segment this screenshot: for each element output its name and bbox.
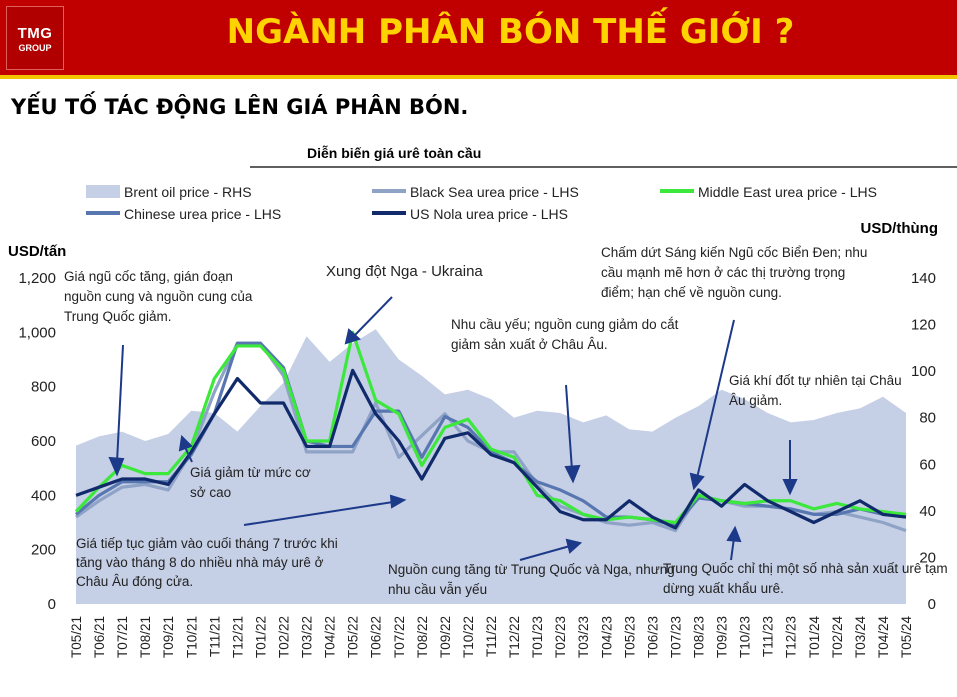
arrow-russia-ukraine: [354, 296, 393, 336]
arrow-continued-decline: [243, 501, 394, 526]
arrow-head: [344, 328, 361, 345]
y-tick-label: 800: [31, 379, 56, 396]
legend-label-black-sea: Black Sea urea price - LHS: [410, 184, 579, 200]
x-tick-label: T01/23: [530, 616, 545, 658]
x-tick-label: T09/21: [161, 616, 176, 658]
arrow-head: [564, 464, 581, 484]
x-tick-label: T03/22: [300, 616, 315, 658]
y2-tick-label: 100: [911, 363, 936, 380]
annotation-weak-demand: Nhu cầu yếu; nguồn cung giảm do cắt giảm …: [451, 317, 679, 352]
chart-title: Diễn biến giá urê toàn cầu: [307, 145, 481, 161]
y2-tick-label: 60: [919, 456, 936, 473]
arrow-head: [389, 494, 407, 509]
annotation-arrows: [108, 296, 798, 561]
arrow-china-export-halt: [730, 537, 735, 561]
x-tick-label: T10/22: [461, 616, 476, 658]
x-tick-label: T07/23: [668, 616, 683, 658]
company-logo: TMG GROUP: [6, 6, 64, 70]
y2-tick-label: 120: [911, 317, 936, 334]
y-tick-label: 200: [31, 542, 56, 559]
legend-label-chinese: Chinese urea price - LHS: [124, 206, 281, 222]
x-tick-label: T10/23: [738, 616, 753, 658]
annotation-high-base: Giá giảm từ mức cơ sở cao: [190, 465, 311, 500]
annotations: Giá ngũ cốc tăng, gián đoạn nguồn cung và…: [64, 245, 948, 597]
annotation-black-sea-end: Chấm dứt Sáng kiến Ngũ cốc Biển Đen; nhu…: [601, 245, 867, 300]
x-tick-label: T03/23: [576, 616, 591, 658]
x-tick-label: T04/24: [876, 616, 891, 659]
x-tick-label: T06/21: [92, 616, 107, 658]
legend-label-brent: Brent oil price - RHS: [124, 184, 252, 200]
annotation-grain-prices: Giá ngũ cốc tăng, gián đoạn nguồn cung và…: [64, 269, 253, 324]
x-tick-label: T02/23: [553, 616, 568, 658]
legend-label-us-nola: US Nola urea price - LHS: [410, 206, 568, 222]
x-tick-label: T12/23: [784, 616, 799, 658]
annotation-russia-ukraine: Xung đột Nga - Ukraina: [326, 263, 483, 280]
x-tick-label: T03/24: [853, 616, 868, 659]
x-tick-label: T05/24: [899, 616, 914, 659]
arrow-black-sea-end: [696, 319, 735, 479]
x-tick-label: T04/23: [599, 616, 614, 658]
arrow-weak-demand: [565, 384, 573, 471]
arrow-head: [178, 434, 193, 452]
x-tick-label: T05/21: [69, 616, 84, 658]
arrow-grain-prices: [116, 344, 124, 463]
right-axis-unit: USD/thùng: [861, 220, 938, 237]
x-tick-label: T06/23: [645, 616, 660, 658]
x-tick-label: T12/21: [230, 616, 245, 658]
x-tick-label: T11/21: [207, 616, 222, 657]
y-tick-label: 1,000: [18, 324, 56, 341]
header-banner: [0, 0, 957, 75]
x-tick-label: T04/22: [323, 616, 338, 658]
logo-text: TMG: [17, 25, 53, 42]
x-tick-label: T12/22: [507, 616, 522, 658]
legend-swatch-brent: [86, 185, 120, 198]
annotation-china-export-halt: Trung Quốc chỉ thị một số nhà sản xuất u…: [663, 561, 948, 596]
page-title: NGÀNH PHÂN BÓN THẾ GIỚI ?: [226, 12, 795, 52]
y2-tick-label: 0: [928, 596, 936, 613]
x-tick-label: T05/23: [622, 616, 637, 658]
arrow-head: [726, 525, 742, 543]
x-tick-label: T01/22: [253, 616, 268, 658]
annotation-supply-increase: Nguồn cung tăng từ Trung Quốc và Nga, nh…: [388, 562, 675, 597]
arrow-head: [782, 479, 798, 496]
x-tick-label: T10/21: [184, 616, 199, 658]
header-divider: [0, 75, 957, 79]
annotation-continued-decline: Giá tiếp tục giảm vào cuối tháng 7 trước…: [76, 536, 338, 589]
x-tick-label: T05/22: [346, 616, 361, 658]
arrow-head: [565, 538, 583, 554]
x-tick-label: T02/22: [277, 616, 292, 658]
y2-tick-label: 20: [919, 549, 936, 566]
y2-tick-label: 40: [919, 503, 936, 520]
x-tick-label: T08/23: [692, 616, 707, 658]
annotation-gas-price: Giá khí đốt tự nhiên tại Châu Âu giảm.: [729, 373, 902, 408]
arrow-head: [689, 472, 705, 491]
left-axis-unit: USD/tấn: [8, 243, 66, 260]
x-tick-label: T11/23: [761, 616, 776, 657]
x-tick-label: T02/24: [830, 616, 845, 659]
y-tick-label: 400: [31, 487, 56, 504]
x-tick-label: T09/23: [715, 616, 730, 658]
x-tick-label: T08/21: [138, 616, 153, 658]
page-subtitle: YẾU TỐ TÁC ĐỘNG LÊN GIÁ PHÂN BÓN.: [11, 95, 469, 119]
arrow-head: [108, 456, 125, 477]
x-tick-label: T11/22: [484, 616, 499, 657]
y2-tick-label: 140: [911, 270, 936, 287]
logo-subtext: GROUP: [18, 43, 52, 53]
y2-tick-label: 80: [919, 410, 936, 427]
y-tick-label: 1,200: [18, 270, 56, 287]
arrow-supply-increase: [519, 545, 571, 561]
x-tick-label: T01/24: [807, 616, 822, 659]
y-tick-label: 0: [48, 596, 56, 613]
x-tick-label: T07/21: [115, 616, 130, 658]
arrow-high-base: [184, 446, 193, 463]
x-tick-label: T07/22: [392, 616, 407, 658]
brent-oil-area: [76, 329, 906, 604]
x-tick-label: T09/22: [438, 616, 453, 658]
x-tick-label: T06/22: [369, 616, 384, 658]
x-tick-label: T08/22: [415, 616, 430, 658]
us-nola-line: [75, 368, 907, 530]
legend-label-middle-east: Middle East urea price - LHS: [698, 184, 877, 200]
y-tick-label: 600: [31, 433, 56, 450]
